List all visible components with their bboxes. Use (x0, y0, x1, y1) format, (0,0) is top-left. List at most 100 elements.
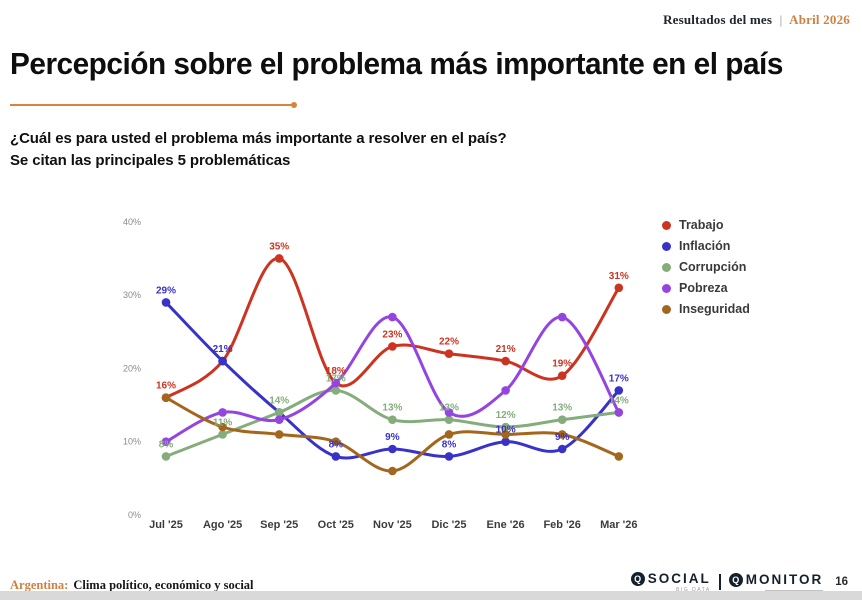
logo-divider (718, 574, 721, 590)
question-line-2: Se citan las principales 5 problemáticas (10, 151, 291, 169)
legend-item-pobreza: Pobreza (662, 281, 750, 295)
chart-legend: Trabajo Inflación Corrupción Pobreza Insegur… (662, 218, 750, 316)
data-point-corrupcion (388, 415, 397, 424)
data-point-inflacion (388, 444, 397, 454)
y-tick: 10% (123, 437, 141, 447)
page-number: 16 (835, 576, 848, 588)
legend-label: Inflación (679, 239, 731, 253)
data-label-corrupcion: 14% (609, 395, 629, 406)
legend-item-inflacion: Inflación (662, 239, 750, 253)
data-label-inflacion: 17% (609, 373, 629, 384)
legend-dot-icon (662, 220, 671, 230)
social-logo: Q SOCIAL BIG DATA (630, 571, 711, 593)
x-tick: Jul '25 (149, 519, 183, 531)
data-point-inflacion (614, 386, 624, 395)
x-tick: Nov '25 (373, 519, 412, 531)
data-point-inflacion (501, 437, 510, 446)
data-label-trabajo: 18% (326, 366, 346, 377)
data-point-inflacion (218, 356, 227, 366)
data-point-corrupcion (331, 386, 341, 395)
legend-dot-icon (662, 262, 671, 272)
data-label-inflacion: 8% (329, 439, 344, 450)
header-period: Abril 2026 (789, 12, 850, 27)
x-tick: Sep '25 (260, 519, 298, 531)
data-label-trabajo: 16% (156, 381, 176, 392)
legend-label: Corrupción (679, 260, 747, 274)
footer-report-name: Clima político, económico y social (73, 578, 254, 592)
x-tick: Ago '25 (203, 519, 242, 531)
data-point-pobreza (331, 378, 341, 388)
data-point-corrupcion (501, 422, 510, 432)
data-point-pobreza (274, 415, 284, 424)
legend-item-corrupcion: Corrupción (662, 260, 750, 274)
data-point-pobreza (218, 408, 227, 417)
data-label-trabajo: 31% (609, 271, 629, 282)
x-tick: Feb '26 (543, 519, 580, 531)
title-underline (10, 102, 297, 108)
data-point-inseguridad (557, 430, 567, 439)
data-label-corrupcion: 17% (326, 373, 346, 384)
monitor-logo-icon: Q (728, 572, 743, 587)
data-label-inflacion: 21% (213, 344, 233, 355)
legend-label: Pobreza (679, 281, 728, 295)
data-label-inflacion: 9% (385, 432, 400, 443)
data-label-inflacion: 10% (496, 425, 516, 436)
data-label-corrupcion: 14% (269, 395, 289, 406)
question-line-1: ¿Cuál es para usted el problema más impo… (10, 130, 507, 147)
data-point-inseguridad (614, 452, 624, 461)
data-point-trabajo (557, 371, 567, 380)
chart-question: ¿Cuál es para usted el problema más impo… (10, 128, 507, 172)
legend-label: Trabajo (679, 218, 724, 232)
data-point-trabajo (274, 254, 284, 263)
legend-dot-icon (662, 283, 671, 293)
data-label-corrupcion: 13% (382, 403, 402, 414)
data-point-inflacion (331, 452, 341, 461)
data-label-trabajo: 35% (269, 241, 289, 252)
data-point-trabajo (444, 349, 454, 358)
data-label-inflacion: 29% (156, 285, 176, 296)
data-point-trabajo (614, 283, 624, 293)
line-chart: 0% 10% 20% 30% 40% Jul '25 Ago '25 Sep '25 Oct '… (115, 205, 665, 535)
data-point-corrupcion (274, 408, 284, 417)
legend-item-inseguridad: Inseguridad (662, 302, 750, 316)
data-point-pobreza (501, 386, 510, 395)
social-logo-icon: Q (630, 571, 645, 586)
data-point-corrupcion (557, 415, 567, 424)
x-tick: Oct '25 (318, 519, 354, 531)
x-tick: Mar '26 (600, 519, 637, 531)
data-label-trabajo: 22% (439, 337, 459, 348)
data-label-trabajo: 23% (382, 329, 402, 340)
x-tick: Ene '26 (487, 519, 525, 531)
social-logo-subtext: BIG DATA (676, 587, 711, 593)
monitor-logo: Q MONITOR (728, 572, 824, 592)
series-line-pobreza (164, 315, 621, 444)
data-point-trabajo (501, 356, 510, 366)
data-label-trabajo: 21% (496, 344, 516, 355)
page-title: Percepción sobre el problema más importa… (10, 46, 783, 81)
data-point-corrupcion (161, 452, 171, 461)
data-point-pobreza (161, 437, 171, 446)
bottom-strip (0, 591, 862, 600)
data-point-pobreza (557, 312, 567, 322)
y-tick: 30% (123, 290, 141, 300)
data-point-inseguridad (161, 393, 171, 402)
data-point-pobreza (444, 408, 454, 417)
data-point-corrupcion (218, 430, 227, 439)
legend-dot-icon (662, 241, 671, 251)
data-point-trabajo (388, 342, 397, 351)
legend-dot-icon (662, 304, 671, 314)
data-point-inseguridad (274, 430, 284, 439)
data-label-corrupcion: 13% (552, 403, 572, 414)
data-point-inflacion (557, 444, 567, 454)
data-point-inseguridad (501, 430, 510, 439)
header-label: Resultados del mes (663, 12, 773, 27)
data-point-corrupcion (444, 415, 454, 424)
data-point-pobreza (614, 408, 624, 417)
footer-report-title: Argentina: Clima político, económico y so… (10, 578, 254, 593)
chart-canvas: 0% 10% 20% 30% 40% Jul '25 Ago '25 Sep '25 Oct '… (123, 217, 638, 531)
legend-label: Inseguridad (679, 302, 750, 316)
y-tick: 20% (123, 363, 141, 373)
data-point-pobreza (388, 312, 397, 322)
data-label-corrupcion: 13% (439, 403, 459, 414)
